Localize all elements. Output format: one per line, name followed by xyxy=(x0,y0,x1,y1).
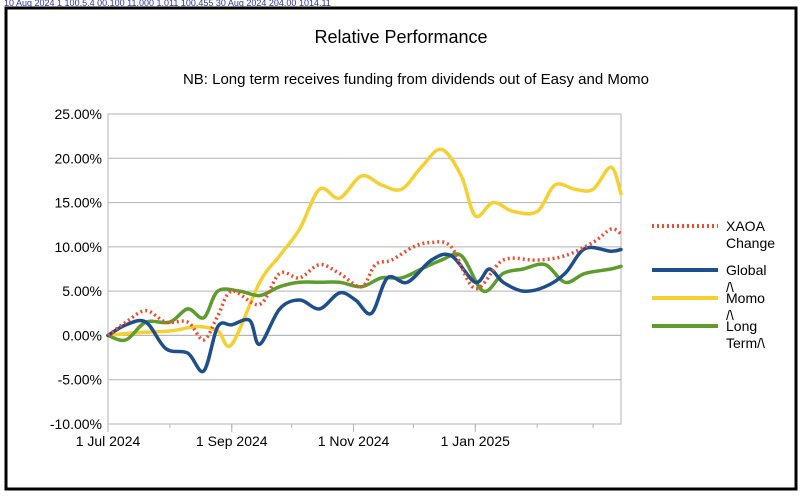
legend-label: Momo/\ xyxy=(726,290,765,323)
series-line-2 xyxy=(106,147,623,348)
y-tick-label: -5.00% xyxy=(58,372,102,388)
y-tick-label: -10.00% xyxy=(50,416,102,432)
legend-label: Long Term/\ xyxy=(726,318,765,351)
y-tick-label: 0.00% xyxy=(62,327,102,343)
chart-frame xyxy=(4,6,798,491)
legend-label: Global/\ xyxy=(726,262,766,295)
y-tick-label: 20.00% xyxy=(55,150,102,166)
plot-area: 25.00% 20.00% 15.00% 10.00% 5.00% 0.00% -5.00%… xyxy=(50,106,623,449)
chart-subtitle: NB: Long term receives funding from divi… xyxy=(183,71,649,88)
legend-label: XAOA Change xyxy=(726,218,775,251)
x-tick-label: 1 Nov 2024 xyxy=(318,433,390,449)
legend: XAOA Change Global/\Momo/\Long Term/\ xyxy=(652,218,775,351)
y-tick-label: 15.00% xyxy=(55,195,102,211)
y-tick-label: 5.00% xyxy=(62,283,102,299)
chart-title: Relative Performance xyxy=(314,27,487,47)
x-tick-label: 1 Jul 2024 xyxy=(76,433,141,449)
x-tick-label: 1 Sep 2024 xyxy=(196,433,268,449)
x-tick-label: 1 Jan 2025 xyxy=(441,433,510,449)
series-line-0 xyxy=(106,227,622,342)
top-strip-background xyxy=(0,0,802,10)
top-strip-text: 10 Aug 2024 1 100.5.4 00.100 11.000 1.01… xyxy=(4,0,331,8)
y-tick-label: 10.00% xyxy=(55,239,102,255)
series-line-1 xyxy=(106,245,623,374)
plot-border xyxy=(107,113,622,425)
y-tick-label: 25.00% xyxy=(55,106,102,122)
